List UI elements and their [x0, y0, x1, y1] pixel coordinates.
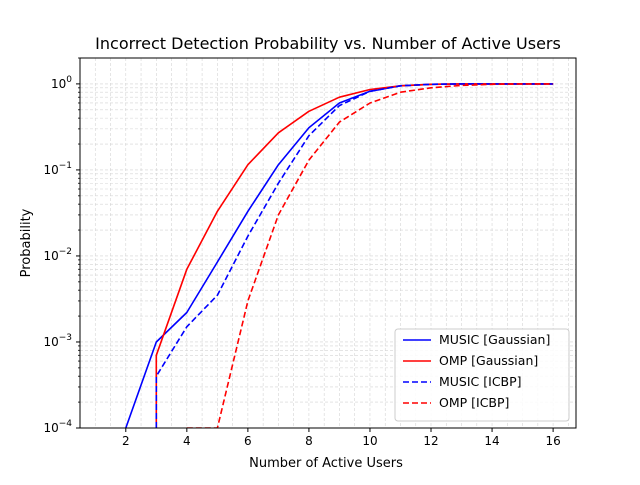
axes-frame — [79, 57, 577, 429]
tick-layer: 2 4 6 8 10 12 14 16 10−4 10−3 10−2 10−1 100 — [43, 57, 561, 448]
x-axis-label: Number of Active Users — [249, 456, 403, 471]
series-line-4 — [186, 83, 554, 428]
legend: MUSIC [Gaussian] OMP [Gaussian] MUSIC [ICB… — [394, 328, 570, 422]
legend-box — [394, 328, 570, 422]
y-axis-label: Probability — [19, 208, 34, 277]
legend-label: OMP [ICBP] — [439, 395, 509, 410]
series-layer — [125, 83, 554, 428]
x-tick-label: 2 — [122, 434, 130, 448]
x-tick-label: 14 — [484, 434, 499, 448]
x-tick-label: 8 — [305, 434, 313, 448]
x-tick-label: 12 — [423, 434, 438, 448]
legend-label: OMP [Gaussian] — [439, 353, 538, 368]
y-tick-label: 10−4 — [43, 419, 72, 435]
x-tick-label: 10 — [362, 434, 377, 448]
y-tick-label: 10−3 — [43, 333, 72, 349]
legend-label: MUSIC [Gaussian] — [439, 332, 550, 347]
legend-label: MUSIC [ICBP] — [439, 374, 522, 389]
y-tick-label: 10−2 — [43, 247, 72, 263]
grid-layer — [80, 58, 576, 428]
x-tick-label: 4 — [183, 434, 191, 448]
y-tick-label: 100 — [51, 75, 72, 91]
y-tick-label: 10−1 — [43, 161, 72, 177]
x-tick-label: 16 — [545, 434, 560, 448]
chart-title: Incorrect Detection Probability vs. Numb… — [95, 34, 561, 53]
x-tick-label: 6 — [244, 434, 252, 448]
